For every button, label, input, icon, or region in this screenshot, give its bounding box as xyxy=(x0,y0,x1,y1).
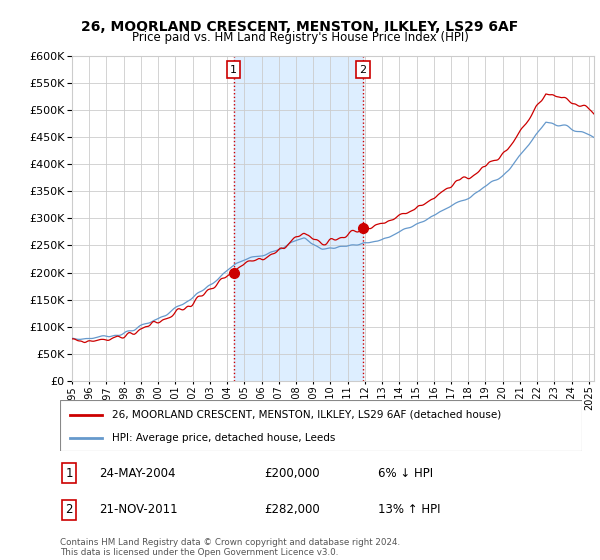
Text: 26, MOORLAND CRESCENT, MENSTON, ILKLEY, LS29 6AF (detached house): 26, MOORLAND CRESCENT, MENSTON, ILKLEY, … xyxy=(112,409,502,419)
Text: 26, MOORLAND CRESCENT, MENSTON, ILKLEY, LS29 6AF: 26, MOORLAND CRESCENT, MENSTON, ILKLEY, … xyxy=(82,20,518,34)
Text: 6% ↓ HPI: 6% ↓ HPI xyxy=(378,466,433,480)
FancyBboxPatch shape xyxy=(60,400,582,451)
Text: 13% ↑ HPI: 13% ↑ HPI xyxy=(378,503,440,516)
Text: 2: 2 xyxy=(65,503,73,516)
Bar xyxy=(233,56,363,381)
Text: 2: 2 xyxy=(359,64,367,74)
Text: 21-NOV-2011: 21-NOV-2011 xyxy=(99,503,178,516)
Text: HPI: Average price, detached house, Leeds: HPI: Average price, detached house, Leed… xyxy=(112,433,335,443)
Text: 1: 1 xyxy=(65,466,73,480)
Text: 24-MAY-2004: 24-MAY-2004 xyxy=(99,466,176,480)
Text: 1: 1 xyxy=(230,64,237,74)
Text: £200,000: £200,000 xyxy=(264,466,320,480)
Text: £282,000: £282,000 xyxy=(264,503,320,516)
Text: Contains HM Land Registry data © Crown copyright and database right 2024.
This d: Contains HM Land Registry data © Crown c… xyxy=(60,538,400,557)
Text: Price paid vs. HM Land Registry's House Price Index (HPI): Price paid vs. HM Land Registry's House … xyxy=(131,31,469,44)
